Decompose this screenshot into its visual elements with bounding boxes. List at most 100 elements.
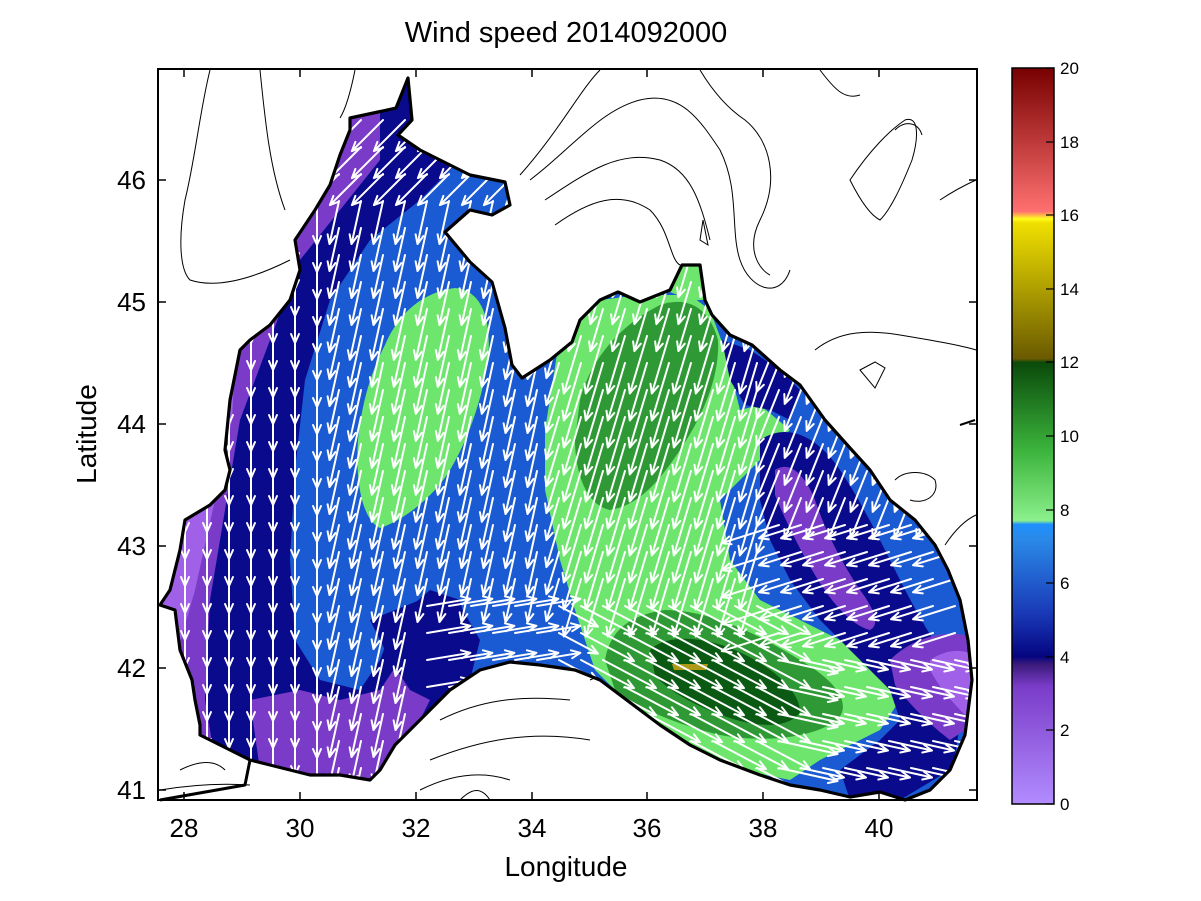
wind-vector <box>627 497 648 557</box>
wind-vector <box>434 470 450 523</box>
wind-vector <box>937 362 956 405</box>
wind-vector <box>783 308 802 351</box>
wind-vector <box>654 227 670 272</box>
wind-vector <box>370 227 384 272</box>
wind-vector <box>434 443 450 496</box>
wind-vector <box>390 362 406 415</box>
wind-vector <box>910 659 955 673</box>
wind-vector <box>180 713 190 749</box>
wind-vector <box>783 173 802 216</box>
wind-vector <box>326 227 340 272</box>
wind-vector <box>783 200 802 243</box>
wind-vector <box>392 254 406 299</box>
wind-vector <box>805 335 824 378</box>
wind-vector <box>370 632 384 677</box>
wind-vector <box>742 173 758 218</box>
wind-vector <box>558 632 599 655</box>
wind-vector <box>326 389 340 434</box>
wind-vector <box>805 119 824 162</box>
wind-vector <box>478 308 494 361</box>
wind-vector <box>849 389 868 432</box>
wind-vector <box>893 281 912 324</box>
wind-vector <box>649 470 670 530</box>
wind-vector <box>802 578 846 595</box>
wind-vector <box>676 173 692 218</box>
wind-vector <box>448 757 494 769</box>
wind-vector <box>368 389 384 442</box>
wind-vector <box>610 227 626 272</box>
wind-vector <box>326 308 340 353</box>
wind-vector <box>893 362 912 405</box>
wind-vector <box>937 497 956 540</box>
wind-vector <box>849 119 868 162</box>
coastline <box>158 76 976 802</box>
wind-vector <box>915 281 934 324</box>
wind-vector <box>326 254 340 299</box>
wind-vector <box>937 254 956 297</box>
wind-vector <box>268 227 278 263</box>
wind-vector <box>502 551 516 596</box>
wind-vector <box>204 119 230 145</box>
wind-vector <box>372 173 406 207</box>
wind-vector <box>524 389 538 434</box>
colorbar-ticks <box>1046 67 1054 805</box>
wind-vector <box>783 227 802 270</box>
wind-vector <box>780 632 824 649</box>
wind-vector <box>478 497 494 550</box>
wind-vector <box>805 443 824 486</box>
wind-vector <box>888 659 933 673</box>
wind-vector <box>693 497 714 557</box>
wind-vector <box>912 605 956 622</box>
wind-vector <box>778 659 839 676</box>
wind-vector <box>649 497 670 557</box>
wind-vector <box>742 146 758 191</box>
wind-vector <box>561 389 582 449</box>
wind-vector <box>588 254 604 299</box>
wind-vector <box>583 416 604 476</box>
wind-vector <box>910 713 955 727</box>
wind-vector <box>470 730 516 742</box>
wind-vector <box>849 362 868 405</box>
wind-vector <box>827 443 846 486</box>
wind-vector <box>827 173 846 216</box>
wind-vector <box>805 227 824 270</box>
wind-vector <box>698 146 714 191</box>
wind-vector <box>758 578 802 595</box>
wind-vector <box>558 686 599 709</box>
wind-vector <box>482 146 516 180</box>
wind-vector <box>224 200 234 236</box>
wind-vector <box>558 767 599 790</box>
wind-vector <box>912 578 956 595</box>
wind-vector <box>270 146 296 172</box>
wind-vector <box>348 713 362 758</box>
wind-vector <box>426 730 472 742</box>
wind-vector <box>893 227 912 270</box>
wind-vector <box>954 686 972 700</box>
wind-vector <box>720 254 736 299</box>
wind-vector <box>478 416 494 469</box>
wind-vector <box>802 551 846 568</box>
wind-vector <box>544 470 560 515</box>
wind-vector <box>544 308 560 353</box>
wind-vector <box>827 362 846 405</box>
wind-vector <box>348 254 362 299</box>
wind-vector <box>720 281 736 326</box>
wind-vector <box>180 470 190 506</box>
wind-vector <box>654 173 670 218</box>
wind-vector <box>202 470 212 506</box>
wind-vector <box>326 335 340 380</box>
wind-vector <box>504 119 538 153</box>
wind-vector <box>893 308 912 351</box>
wind-vector <box>871 173 890 216</box>
wind-vector <box>605 335 626 395</box>
wind-vector <box>246 281 256 317</box>
colorbar-tick-10: 10 <box>1060 427 1079 446</box>
wind-vector <box>566 281 582 326</box>
wind-vector <box>390 497 406 550</box>
wind-vector <box>588 119 604 164</box>
colorbar-tick-12: 12 <box>1060 353 1079 372</box>
wind-vector <box>583 497 604 557</box>
wind-vector <box>326 362 340 407</box>
wind-vector <box>544 227 560 272</box>
wind-vector <box>871 389 890 432</box>
